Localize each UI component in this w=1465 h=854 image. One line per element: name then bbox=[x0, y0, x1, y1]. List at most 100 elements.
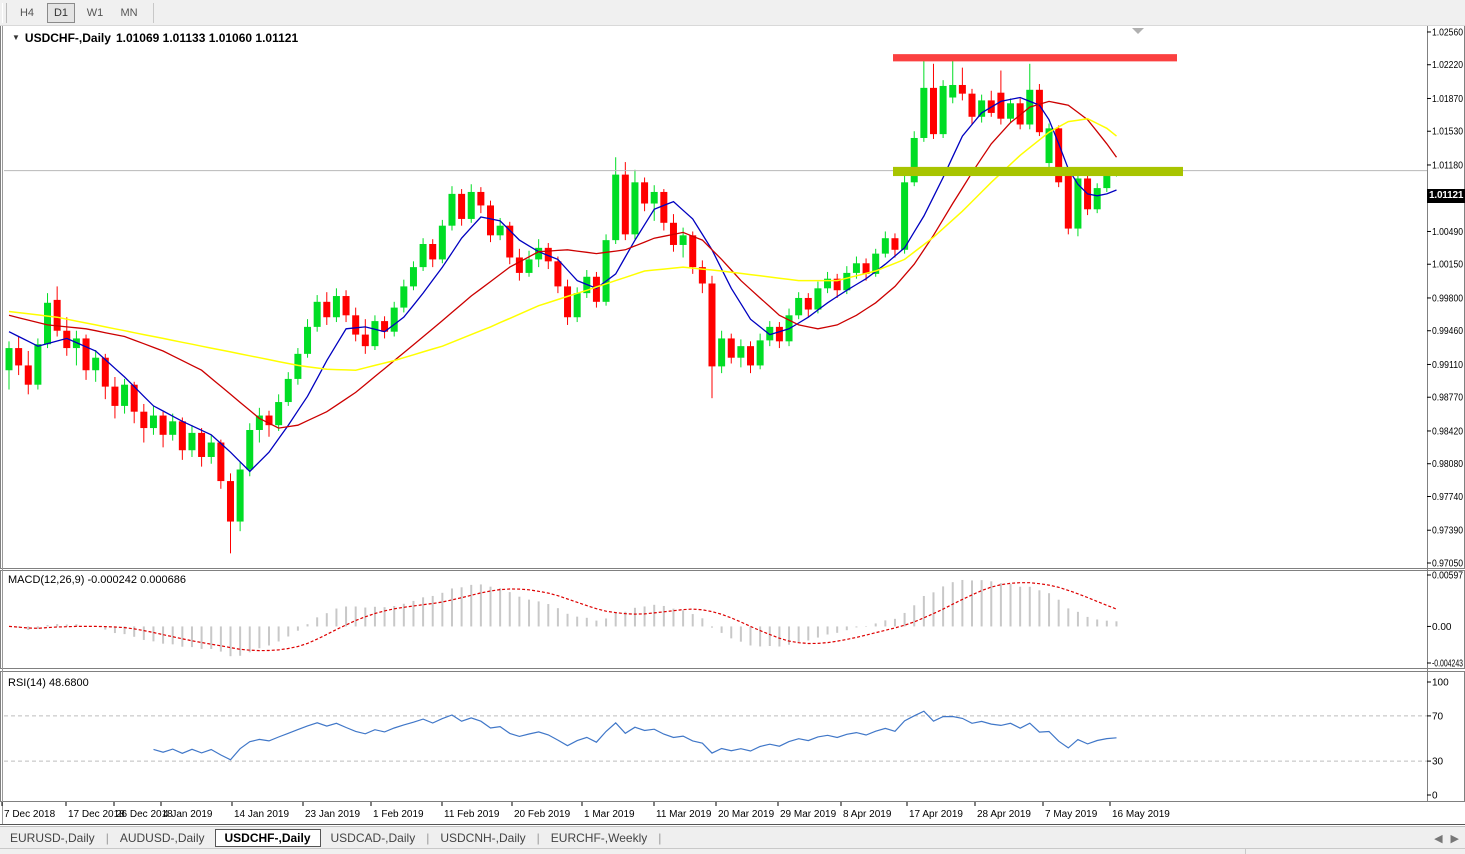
candle[interactable] bbox=[708, 275, 716, 399]
candle[interactable] bbox=[775, 322, 783, 349]
tab-eurchf-weekly[interactable]: EURCHF-,Weekly bbox=[550, 831, 648, 845]
chart-shift-marker-icon[interactable] bbox=[1132, 28, 1144, 34]
candle[interactable] bbox=[34, 338, 42, 390]
rsi-panel[interactable] bbox=[0, 671, 1465, 802]
candle[interactable] bbox=[275, 394, 283, 431]
candle[interactable] bbox=[641, 177, 649, 212]
candle[interactable] bbox=[188, 425, 196, 457]
candle[interactable] bbox=[939, 80, 947, 138]
candle[interactable] bbox=[226, 473, 234, 554]
price-axis[interactable]: 1.025601.022201.018701.015301.011801.008… bbox=[1427, 27, 1463, 569]
candle[interactable] bbox=[294, 348, 302, 385]
candle[interactable] bbox=[121, 378, 129, 414]
candle[interactable] bbox=[814, 281, 822, 314]
candle[interactable] bbox=[313, 295, 321, 332]
candle[interactable] bbox=[795, 292, 803, 320]
candle[interactable] bbox=[1045, 123, 1053, 168]
candle[interactable] bbox=[602, 234, 610, 306]
candle[interactable] bbox=[101, 353, 109, 400]
candle[interactable] bbox=[891, 233, 899, 258]
candle[interactable] bbox=[1035, 84, 1043, 137]
candle[interactable] bbox=[978, 94, 986, 123]
candle[interactable] bbox=[130, 381, 138, 424]
candle[interactable] bbox=[207, 434, 215, 464]
rsi-axis[interactable]: 100 70 30 0 bbox=[1427, 678, 1449, 802]
candle[interactable] bbox=[236, 461, 244, 532]
candle[interactable] bbox=[554, 256, 562, 294]
candle[interactable] bbox=[1074, 171, 1082, 237]
candle[interactable] bbox=[852, 256, 860, 279]
tab-usdcnh-daily[interactable]: USDCNH-,Daily bbox=[440, 831, 526, 845]
tab-audusd-daily[interactable]: AUDUSD-,Daily bbox=[119, 831, 205, 845]
candle[interactable] bbox=[920, 60, 928, 142]
candle[interactable] bbox=[901, 174, 909, 254]
candle[interactable] bbox=[352, 307, 360, 342]
candle[interactable] bbox=[727, 333, 735, 364]
candle[interactable] bbox=[438, 219, 446, 264]
timeframe-mn-button[interactable]: MN bbox=[120, 6, 138, 19]
candle[interactable] bbox=[409, 261, 417, 291]
candle[interactable] bbox=[843, 266, 851, 295]
candle[interactable] bbox=[804, 293, 812, 318]
candle[interactable] bbox=[929, 63, 937, 139]
timeframe-w1-button[interactable]: W1 bbox=[86, 6, 104, 19]
candle[interactable] bbox=[429, 239, 437, 268]
candle[interactable] bbox=[149, 405, 157, 435]
candle[interactable] bbox=[217, 439, 225, 489]
candle[interactable] bbox=[467, 184, 475, 223]
candle[interactable] bbox=[833, 273, 841, 298]
timeframe-h4-button[interactable]: H4 bbox=[19, 6, 35, 19]
candle[interactable] bbox=[747, 341, 755, 374]
candle[interactable] bbox=[477, 187, 485, 214]
tab-usdchf-daily[interactable]: USDCHF-,Daily bbox=[214, 829, 321, 847]
candle[interactable] bbox=[997, 70, 1005, 125]
tab-scroll-right-icon[interactable]: ▶ bbox=[1450, 832, 1459, 845]
candle[interactable] bbox=[689, 231, 697, 274]
candle[interactable] bbox=[198, 428, 206, 467]
macd-axis[interactable]: 0.00597 0.00 -0.004243 bbox=[1427, 571, 1463, 670]
candle[interactable] bbox=[419, 238, 427, 271]
support-level-bar[interactable] bbox=[893, 166, 1183, 177]
candle[interactable] bbox=[1064, 169, 1072, 235]
candle[interactable] bbox=[1055, 125, 1063, 188]
candle[interactable] bbox=[169, 413, 177, 441]
candle[interactable] bbox=[44, 293, 52, 349]
main-chart-panel[interactable] bbox=[0, 25, 1465, 569]
candle[interactable] bbox=[178, 417, 186, 460]
candle[interactable] bbox=[1084, 175, 1092, 216]
candle[interactable] bbox=[650, 185, 658, 221]
candle[interactable] bbox=[718, 330, 726, 374]
candle[interactable] bbox=[564, 279, 572, 325]
timeframe-d1-button[interactable]: D1 bbox=[47, 2, 75, 23]
candle[interactable] bbox=[246, 423, 254, 477]
candle[interactable] bbox=[448, 186, 456, 231]
candle[interactable] bbox=[862, 258, 870, 281]
candle[interactable] bbox=[612, 157, 620, 244]
candle[interactable] bbox=[63, 317, 71, 356]
candle[interactable] bbox=[756, 333, 764, 370]
candle[interactable] bbox=[621, 162, 629, 241]
candle[interactable] bbox=[381, 316, 389, 339]
candle[interactable] bbox=[5, 341, 13, 390]
candle[interactable] bbox=[1007, 98, 1015, 123]
resistance-level-bar[interactable] bbox=[893, 54, 1177, 62]
candle[interactable] bbox=[92, 350, 100, 382]
candle[interactable] bbox=[525, 250, 533, 277]
candle[interactable] bbox=[737, 339, 745, 368]
candle[interactable] bbox=[506, 221, 514, 265]
candle[interactable] bbox=[400, 279, 408, 313]
candle[interactable] bbox=[487, 200, 494, 243]
candle[interactable] bbox=[1016, 98, 1024, 130]
candle[interactable] bbox=[824, 271, 832, 294]
candle[interactable] bbox=[660, 189, 668, 231]
tab-eurusd-daily[interactable]: EURUSD-,Daily bbox=[10, 831, 95, 845]
macd-panel[interactable] bbox=[0, 570, 1465, 669]
candle[interactable] bbox=[631, 169, 639, 240]
candle[interactable] bbox=[361, 319, 369, 354]
candle[interactable] bbox=[111, 376, 119, 419]
candle[interactable] bbox=[342, 290, 350, 323]
chart-dropdown-icon[interactable]: ▼ bbox=[12, 32, 20, 42]
candle[interactable] bbox=[159, 411, 167, 448]
candle[interactable] bbox=[515, 248, 523, 281]
candle[interactable] bbox=[53, 286, 61, 337]
